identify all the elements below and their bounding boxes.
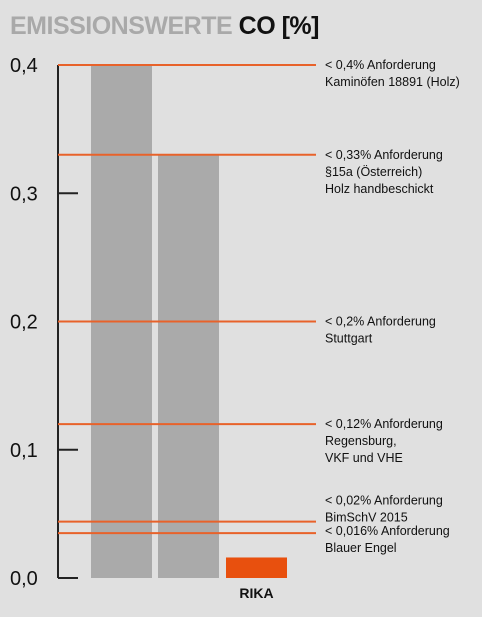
y-tick-label-4: 0,4 [10, 55, 38, 77]
reference-annotation-4-line-1: < 0,12% Anforderung [325, 417, 443, 431]
y-tick-label-1: 0,1 [10, 440, 38, 462]
reference-annotation-2-line-2: §15a (Österreich) [325, 165, 422, 179]
reference-annotation-1-line-2: Kaminöfen 18891 (Holz) [325, 75, 460, 89]
chart-title: EMISSIONSWERTE CO [%] [10, 14, 319, 39]
reference-annotation-6-line-2: Blauer Engel [325, 541, 397, 555]
chart-title-co: CO [%] [238, 12, 320, 40]
chart-title-emission: EMISSIONSWERTE [10, 12, 233, 40]
reference-annotation-3-line-2: Stuttgart [325, 332, 373, 346]
reference-annotation-5-line-2: BimSchV 2015 [325, 511, 408, 525]
y-tick-label-0: 0,0 [10, 568, 38, 590]
reference-annotation-2-line-1: < 0,33% Anforderung [325, 148, 443, 162]
y-tick-label-2: 0,2 [10, 312, 38, 334]
reference-annotation-6-line-1: < 0,016% Anforderung [325, 524, 450, 538]
reference-annotation-3-line-1: < 0,2% Anforderung [325, 315, 436, 329]
reference-annotation-1-line-1: < 0,4% Anforderung [325, 58, 436, 72]
bar-2 [158, 154, 219, 578]
bar-3 [226, 557, 287, 578]
reference-annotation-5-line-1: < 0,02% Anforderung [325, 494, 443, 508]
bar-label-rika: RIKA [239, 585, 273, 601]
y-tick-label-3: 0,3 [10, 183, 38, 205]
reference-annotation-4-line-3: VKF und VHE [325, 451, 403, 465]
reference-annotation-4-line-2: Regensburg, [325, 434, 397, 448]
reference-annotation-2-line-3: Holz handbeschickt [325, 182, 434, 196]
